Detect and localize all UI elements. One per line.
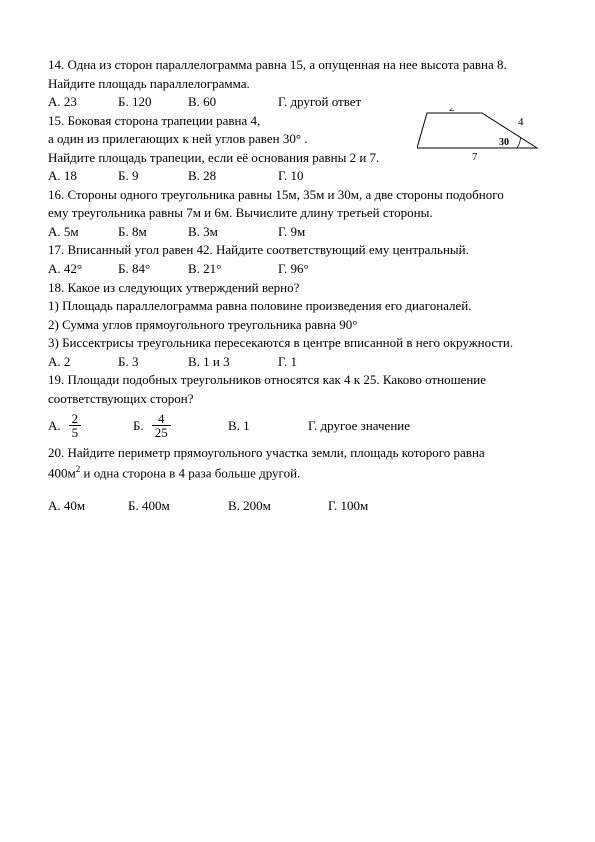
q16-options: А. 5м Б. 8м В. 3м Г. 9м — [48, 223, 547, 241]
q17-opt-b: Б. 84° — [118, 260, 188, 278]
frac-a-num: 2 — [69, 412, 82, 426]
q15-options: А. 18 Б. 9 В. 28 Г. 10 — [48, 167, 547, 185]
trapezoid-diagram: 2 4 30 7 — [417, 108, 547, 163]
q16-line2: ему треугольника равны 7м и 6м. Вычислит… — [48, 204, 547, 222]
q18-line1: 18. Какое из следующих утверждений верно… — [48, 279, 547, 297]
q20-line2a: 400м — [48, 465, 76, 480]
q16-opt-d: Г. 9м — [278, 223, 305, 241]
q19-line1: 19. Площади подобных треугольников относ… — [48, 371, 547, 389]
q20-opt-b: Б. 400м — [128, 497, 228, 515]
trap-angle-label: 30 — [499, 137, 509, 148]
q18-line2: 1) Площадь параллелограмма равна половин… — [48, 297, 547, 315]
q15-opt-c: В. 28 — [188, 167, 278, 185]
q17-opt-a: А. 42° — [48, 260, 118, 278]
q19-line2: соответствующих сторон? — [48, 390, 547, 408]
q18-opt-c: В. 1 и 3 — [188, 353, 278, 371]
q14-opt-d: Г. другой ответ — [278, 93, 361, 111]
q14-opt-b: Б. 120 — [118, 93, 188, 111]
frac-b-num: 4 — [152, 412, 171, 426]
q14-opt-c: В. 60 — [188, 93, 278, 111]
q14-line1: 14. Одна из сторон параллелограмма равна… — [48, 56, 547, 74]
q19-opt-a-label: А. — [48, 417, 61, 435]
q20-line1: 20. Найдите периметр прямоугольного учас… — [48, 444, 547, 462]
q18-options: А. 2 Б. 3 В. 1 и 3 Г. 1 — [48, 353, 547, 371]
q15-opt-a: А. 18 — [48, 167, 118, 185]
trap-top-label: 2 — [449, 108, 455, 114]
q18-opt-a: А. 2 — [48, 353, 118, 371]
q18-line4: 3) Биссектрисы треугольника пересекаются… — [48, 334, 547, 352]
q19-options: А. 2 5 Б. 4 25 В. 1 Г. другое значение — [48, 412, 547, 439]
q20-line2: 400м2 и одна сторона в 4 раза больше дру… — [48, 463, 547, 482]
q19-opt-b: Б. 4 25 — [133, 412, 228, 439]
q15-opt-d: Г. 10 — [278, 167, 304, 185]
q14-opt-a: А. 23 — [48, 93, 118, 111]
q18-opt-d: Г. 1 — [278, 353, 297, 371]
q14-line2: Найдите площадь параллелограмма. — [48, 75, 547, 93]
q19-opt-c: В. 1 — [228, 417, 308, 435]
fraction-a: 2 5 — [69, 412, 82, 439]
q19-opt-d: Г. другое значение — [308, 417, 410, 435]
q16-opt-b: Б. 8м — [118, 223, 188, 241]
q18-opt-b: Б. 3 — [118, 353, 188, 371]
q16-opt-a: А. 5м — [48, 223, 118, 241]
q20-opt-d: Г. 100м — [328, 497, 368, 515]
trap-bottom-label: 7 — [472, 151, 478, 163]
q19-opt-a: А. 2 5 — [48, 412, 133, 439]
q17-opt-c: В. 21° — [188, 260, 278, 278]
q17-line1: 17. Вписанный угол равен 42. Найдите соо… — [48, 241, 547, 259]
q20-line2b: и одна сторона в 4 раза больше другой. — [80, 465, 300, 480]
q17-opt-d: Г. 96° — [278, 260, 309, 278]
trap-right-label: 4 — [518, 116, 524, 128]
q19-opt-b-label: Б. — [133, 417, 144, 435]
q20-opt-a: А. 40м — [48, 497, 128, 515]
q18-line3: 2) Сумма углов прямоугольного треугольни… — [48, 316, 547, 334]
q20-options: А. 40м Б. 400м В. 200м Г. 100м — [48, 497, 547, 515]
frac-b-den: 25 — [152, 426, 171, 439]
q16-opt-c: В. 3м — [188, 223, 278, 241]
q15-opt-b: Б. 9 — [118, 167, 188, 185]
q16-line1: 16. Стороны одного треугольника равны 15… — [48, 186, 547, 204]
q20-opt-c: В. 200м — [228, 497, 328, 515]
fraction-b: 4 25 — [152, 412, 171, 439]
q17-options: А. 42° Б. 84° В. 21° Г. 96° — [48, 260, 547, 278]
frac-a-den: 5 — [69, 426, 82, 439]
